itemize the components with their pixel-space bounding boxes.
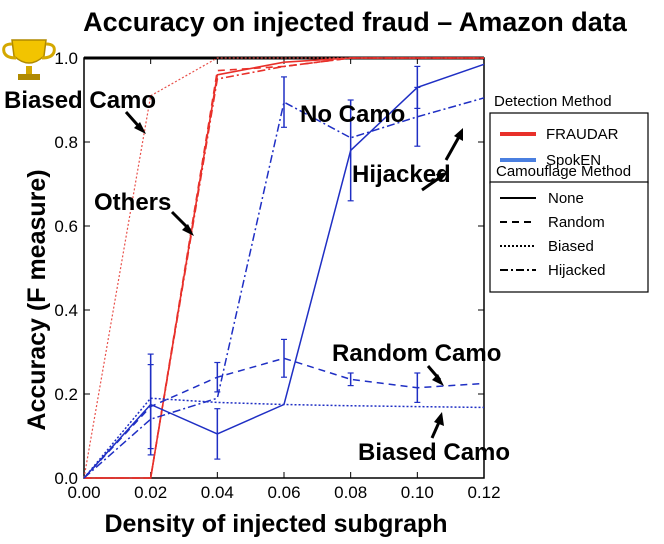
x-tick-label: 0.08 (334, 483, 367, 502)
y-axis-label: Accuracy (F measure) (23, 169, 51, 430)
arrow-hijacked (444, 134, 462, 161)
arrowhead-hijacked (454, 128, 463, 141)
arrowhead-others (182, 224, 194, 236)
annotation-biased-camo-bottom: Biased Camo (358, 439, 510, 466)
legend-label-hijacked: Hijacked (548, 262, 606, 279)
arrowhead-no-camo (436, 172, 448, 182)
arrowhead-biased-camo-bottom (434, 412, 444, 426)
x-axis-label: Density of injected subgraph (104, 510, 447, 538)
legend-label-random: Random (548, 214, 605, 231)
y-tick-label: 0.8 (54, 133, 78, 152)
y-tick-label: 0.6 (54, 217, 78, 236)
legend-detection: Detection Method FRAUDAR SpokEN (489, 93, 649, 184)
y-tick-label: 1.0 (54, 49, 78, 68)
annotation-biased-camo-top: Biased Camo (4, 87, 156, 114)
legend-camouflage-title: Camouflage Method (496, 163, 631, 180)
legend-label-biased: Biased (548, 238, 594, 255)
x-tick-label: 0.12 (467, 483, 500, 502)
x-tick-label: 0.04 (201, 483, 234, 502)
y-tick-label: 0.4 (54, 301, 78, 320)
legend-detection-title: Detection Method (494, 93, 612, 110)
annotations: Biased Camo Others No Camo Hijacked Rand… (4, 87, 510, 466)
arrowhead-biased-camo-top (134, 122, 146, 134)
chart-title: Accuracy on injected fraud – Amazon data (83, 7, 628, 37)
series-layer (83, 56, 485, 479)
series-line-spoken-biased (83, 397, 485, 479)
legend-label-none: None (548, 190, 584, 207)
arrowhead-random-camo (432, 374, 444, 386)
legend-label-fraudar: FRAUDAR (546, 126, 619, 143)
legend-detection-box (489, 112, 649, 184)
annotation-hijacked: Hijacked (352, 161, 451, 188)
y-tick-label: 0.0 (54, 469, 78, 488)
y-tick-label: 0.2 (54, 385, 78, 404)
legend-camouflage: Camouflage Method None Random Biased Hij… (489, 163, 649, 293)
x-tick-label: 0.06 (267, 483, 300, 502)
trophy-icon (2, 39, 56, 80)
x-tick-label: 0.10 (401, 483, 434, 502)
series-line-fraudar-hijacked (84, 57, 484, 479)
annotation-no-camo: No Camo (300, 101, 405, 128)
annotation-others: Others (94, 189, 171, 216)
x-tick-label: 0.00 (67, 483, 100, 502)
annotation-random-camo: Random Camo (332, 340, 501, 367)
x-tick-label: 0.02 (134, 483, 167, 502)
legend-camouflage-box (489, 181, 649, 293)
legend-label-spoken: SpokEN (546, 152, 601, 169)
